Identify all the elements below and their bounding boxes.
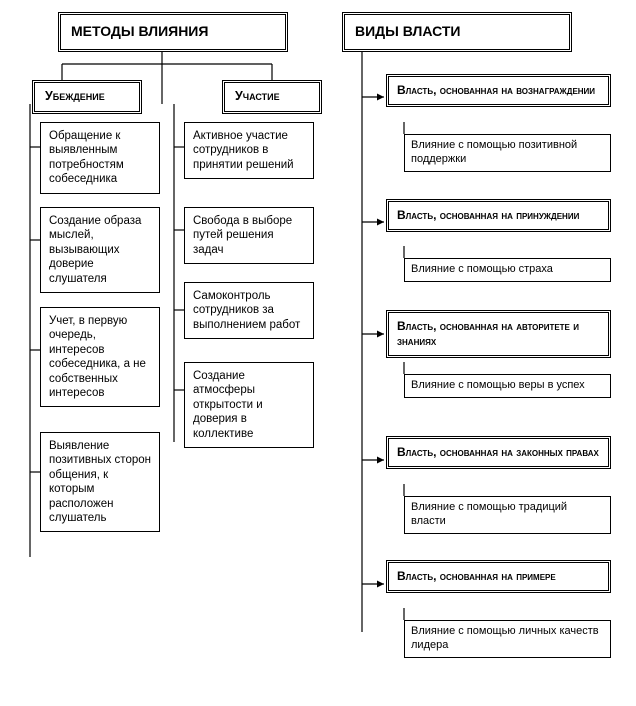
persuasion-item: Обращение к выявленным потребностям собе… (40, 122, 160, 194)
power-desc: Влияние с помощью позитивной поддержки (404, 134, 611, 172)
diagram-root: МЕТОДЫ ВЛИЯНИЯ ВИДЫ ВЛАСТИ Убеждение Уча… (12, 12, 624, 694)
power-title: Власть, основанная на вознаграждении (386, 74, 611, 107)
right-root-title: ВИДЫ ВЛАСТИ (342, 12, 572, 52)
power-desc: Влияние с помощью страха (404, 258, 611, 282)
power-title: Власть, основанная на авторитете и знани… (386, 310, 611, 358)
branch-participation-title: Участие (222, 80, 322, 114)
persuasion-item: Учет, в первую очередь, интересов собесе… (40, 307, 160, 407)
participation-item: Самоконтроль сотрудников за выполнением … (184, 282, 314, 339)
power-title: Власть, основанная на принуждении (386, 199, 611, 232)
persuasion-item: Создание образа мыслей, вызывающих довер… (40, 207, 160, 293)
participation-item: Активное участие сотрудников в принятии … (184, 122, 314, 179)
left-root-title: МЕТОДЫ ВЛИЯНИЯ (58, 12, 288, 52)
power-title: Власть, основанная на примере (386, 560, 611, 593)
power-desc: Влияние с помощью традиций власти (404, 496, 611, 534)
power-desc: Влияние с помощью веры в успех (404, 374, 611, 398)
power-desc: Влияние с помощью личных качеств лидера (404, 620, 611, 658)
power-title: Власть, основанная на законных правах (386, 436, 611, 469)
participation-item: Создание атмосферы открытости и доверия … (184, 362, 314, 448)
branch-persuasion-title: Убеждение (32, 80, 142, 114)
participation-item: Свобода в выборе путей решения задач (184, 207, 314, 264)
persuasion-item: Выявление позитивных сторон общения, к к… (40, 432, 160, 532)
